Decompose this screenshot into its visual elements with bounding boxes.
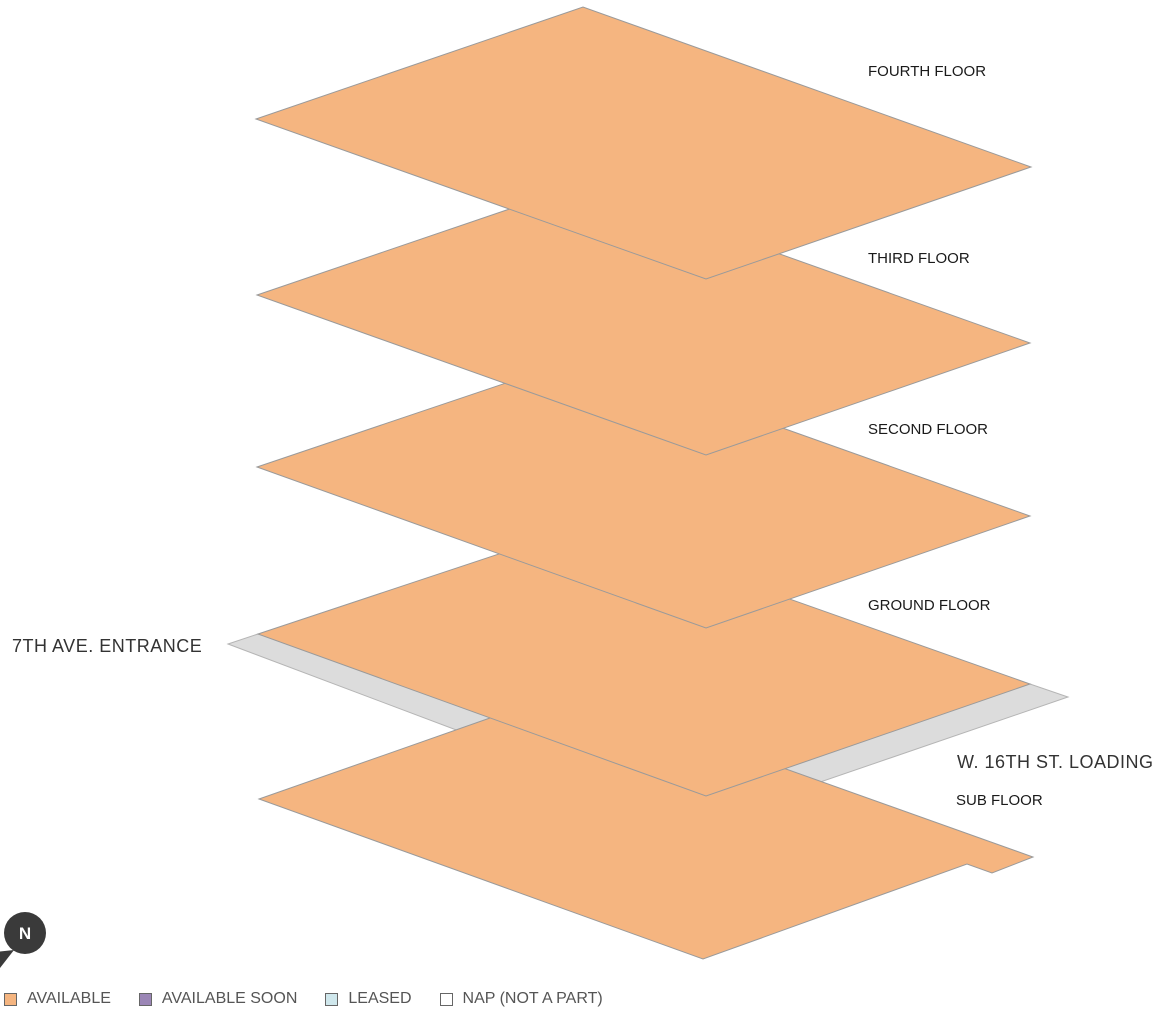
legend-item-leased: LEASED (325, 990, 412, 1008)
floor-label-sub: SUB FLOOR (956, 792, 1043, 809)
loading-label: W. 16TH ST. LOADING (957, 752, 1154, 772)
leased-swatch (325, 992, 339, 1006)
second-floor-plate[interactable] (255, 356, 1032, 629)
legend: AVAILABLE AVAILABLE SOON LEASED NAP (NOT… (0, 988, 631, 1010)
legend-label-available: AVAILABLE (27, 990, 111, 1007)
legend-item-available: AVAILABLE (4, 990, 111, 1008)
legend-item-available-soon: AVAILABLE SOON (138, 990, 298, 1008)
floor-label-ground: GROUND FLOOR (868, 597, 991, 614)
third-floor-plate[interactable] (255, 183, 1032, 456)
entrance-label: 7TH AVE. ENTRANCE (12, 636, 202, 656)
floor-label-second: SECOND FLOOR (868, 421, 988, 438)
legend-label-nap: NAP (NOT A PART) (462, 990, 603, 1007)
floor-label-fourth: FOURTH FLOOR (868, 63, 986, 80)
legend-label-available-soon: AVAILABLE SOON (161, 990, 298, 1007)
compass-letter: N (19, 924, 31, 943)
legend-label-leased: LEASED (348, 990, 412, 1007)
available-swatch (4, 992, 17, 1006)
available-soon-swatch (138, 992, 152, 1006)
north-arrow-icon: N (0, 912, 46, 968)
legend-item-nap: NAP (NOT A PART) (439, 990, 603, 1008)
nap-swatch (439, 992, 453, 1006)
fourth-floor-plate[interactable] (254, 6, 1033, 280)
ground-floor-plate[interactable] (256, 525, 1032, 797)
floor-label-third: THIRD FLOOR (868, 250, 970, 267)
